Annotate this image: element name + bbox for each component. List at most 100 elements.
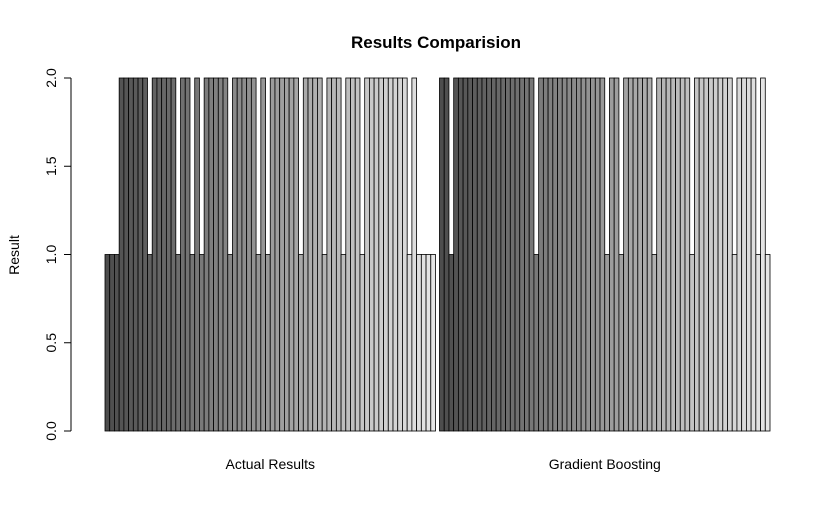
bar-1-52 [345,77,351,432]
bar-2-40 [623,77,629,432]
bar-2-30 [576,77,582,432]
bar-1-50 [335,77,342,432]
bar-2-70 [764,254,771,432]
bar-2-55 [694,77,700,432]
bar-2-19 [524,77,530,432]
bar-2-6 [462,77,469,432]
bar-2-28 [566,77,573,432]
group-label-2: Gradient Boosting [549,456,661,472]
bar-1-66 [411,77,418,432]
bar-2-57 [703,77,710,432]
bar-1-17 [180,77,186,432]
bar-2-25 [552,77,558,432]
bar-1-65 [406,254,413,432]
bar-2-24 [547,77,554,432]
bar-2-67 [750,77,757,432]
y-tick-label-4: 1.5 [43,156,59,176]
bar-1-69 [425,254,432,432]
bar-1-10 [147,254,153,432]
bar-1-60 [383,77,389,432]
bar-2-41 [627,77,634,432]
bar-2-42 [632,77,639,432]
bar-1-12 [156,77,163,432]
bar-1-46 [317,77,323,432]
bar-2-39 [618,254,625,432]
bar-2-13 [495,77,502,432]
bar-1-39 [284,77,290,432]
bar-1-53 [350,77,356,432]
bar-1-25 [217,77,224,432]
bar-2-5 [457,77,464,432]
bar-1-2 [109,254,115,432]
bar-1-15 [170,77,177,432]
bar-1-34 [260,77,266,432]
y-axis-label: Result [6,235,22,275]
bar-2-1 [439,77,445,432]
bar-1-26 [222,77,229,432]
bar-2-32 [585,77,591,432]
bar-1-68 [420,254,427,432]
bar-1-67 [416,254,422,432]
bar-1-14 [165,77,172,432]
bar-1-62 [392,77,399,432]
bar-2-10 [481,77,488,432]
bar-2-20 [528,77,535,432]
bar-1-36 [269,77,276,432]
bar-1-59 [378,77,384,432]
bar-2-3 [448,254,455,432]
bar-2-31 [580,77,587,432]
bar-2-48 [661,77,667,432]
y-axis: 0.0 0.5 1.0 1.5 2.0 [43,68,72,441]
bar-1-4 [118,77,125,432]
y-tick-label-2: 0.5 [43,333,59,353]
bar-1-11 [151,77,158,432]
bar-2-45 [646,77,653,432]
bar-2-54 [689,254,695,432]
bar-2-46 [651,254,658,432]
bar-2-65 [741,77,747,432]
bar-1-28 [232,77,238,432]
bar-1-43 [302,77,309,432]
bar-1-57 [368,77,375,432]
bar-1-18 [184,77,191,432]
bar-2-22 [538,77,544,432]
bar-2-29 [571,77,577,432]
bar-2-69 [760,77,766,432]
bar-2-60 [717,77,724,432]
group-labels: Actual Results Gradient Boosting [226,456,661,472]
bar-1-40 [288,77,295,432]
bar-1-44 [307,77,314,432]
bar-2-56 [698,77,705,432]
bar-2-27 [561,77,568,432]
y-tick-label-5: 2.0 [43,68,59,88]
bar-2-47 [656,77,662,432]
bar-1-30 [241,77,248,432]
bar-1-29 [236,77,243,432]
bar-1-22 [203,77,210,432]
group-label-1: Actual Results [226,456,315,472]
bar-1-20 [194,77,200,432]
bar-1-54 [354,77,361,432]
bar-1-63 [397,77,403,432]
bar-1-51 [340,254,347,432]
bar-2-63 [731,254,738,432]
bar-1-9 [142,77,148,432]
bar-2-51 [675,77,681,432]
bar-1-21 [199,254,205,432]
bar-1-35 [265,254,271,432]
bar-1-23 [208,77,214,432]
bar-2-36 [604,254,610,432]
bar-1-24 [213,77,219,432]
bar-2-52 [679,77,686,432]
bar-2-12 [491,77,497,432]
bar-1-3 [114,254,120,432]
bar-2-59 [712,77,719,432]
bars-layer [104,77,771,432]
bar-1-38 [279,77,285,432]
bar-1-49 [331,77,337,432]
bar-2-49 [665,77,672,432]
bar-2-38 [613,77,620,432]
bar-2-21 [533,254,540,432]
